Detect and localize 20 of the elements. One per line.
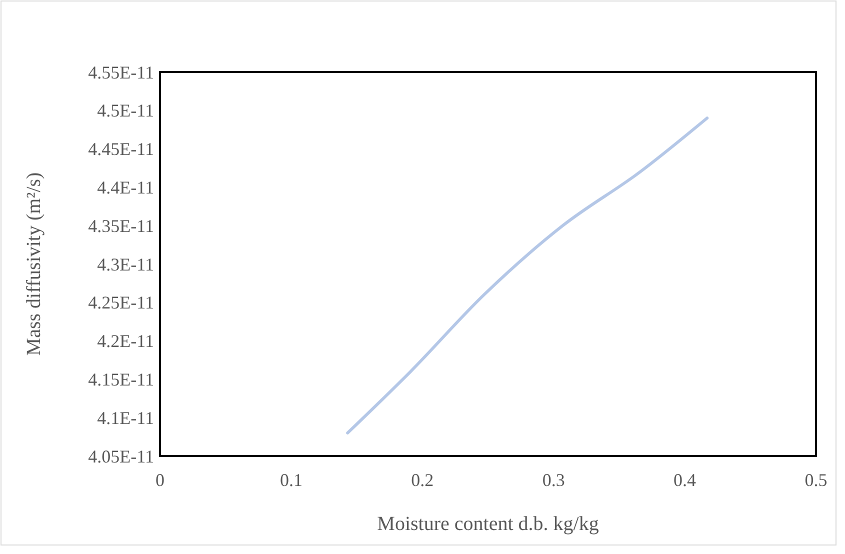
- x-axis-title: Moisture content d.b. kg/kg: [377, 513, 599, 535]
- y-tick-label: 4.55E-11: [88, 62, 154, 82]
- x-tick-label: 0.1: [280, 470, 302, 490]
- y-axis-title: Mass diffusivity (m²/s): [23, 172, 45, 356]
- y-tick-label: 4.35E-11: [88, 216, 154, 236]
- y-tick-label: 4.25E-11: [88, 292, 154, 313]
- x-tick-label: 0.4: [674, 470, 696, 490]
- y-tick-label: 4.45E-11: [88, 139, 154, 160]
- y-tick-label: 4.3E-11: [97, 254, 154, 274]
- x-tick-label: 0: [156, 470, 164, 490]
- y-tick-label: 4.4E-11: [97, 178, 154, 198]
- y-tick-label: 4.1E-11: [97, 408, 154, 428]
- y-tick-label: 4.05E-11: [88, 446, 154, 466]
- x-tick-label: 0.2: [411, 470, 434, 490]
- x-tick-label: 0.3: [542, 470, 565, 490]
- line-series: [346, 116, 709, 434]
- x-tick-label: 0.5: [804, 470, 828, 490]
- y-tick-label: 4.5E-11: [97, 100, 154, 121]
- y-tick-label: 4.15E-11: [88, 370, 154, 390]
- y-tick-label: 4.2E-11: [97, 331, 154, 352]
